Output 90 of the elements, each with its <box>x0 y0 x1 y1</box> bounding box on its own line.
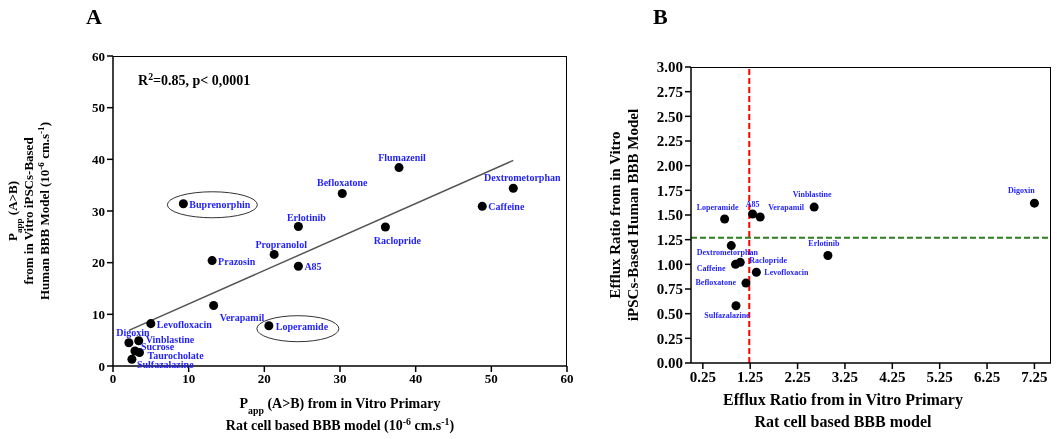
x-tick-label: 0 <box>109 371 117 387</box>
point <box>124 338 134 348</box>
y-tick-label: 20 <box>92 255 105 271</box>
annotation: R$^{2}$=0.85, p< 0,0001 <box>138 70 251 88</box>
y-tick-label: 1.25 <box>656 231 683 248</box>
point <box>477 201 487 211</box>
y-tick-label: 50 <box>92 100 105 116</box>
x-tick-label: 60 <box>560 371 574 387</box>
chart-title: A <box>86 4 102 30</box>
chart-title: B <box>653 4 668 30</box>
x-axis-title: Efflux Ratio from in Vitro Primary Rat cell based BBB model <box>723 391 963 430</box>
x-tick-label: 4.25 <box>879 368 906 385</box>
x-tick-label: 20 <box>257 371 271 387</box>
x-tick-label: 10 <box>182 371 196 387</box>
annotation: Caffeine <box>488 201 525 213</box>
y-tick-label: 30 <box>92 203 105 219</box>
point <box>293 261 303 271</box>
point <box>337 188 347 198</box>
x-tick-label: 7.25 <box>1021 368 1048 385</box>
annotation: Prazosin <box>218 255 256 267</box>
point <box>264 321 274 331</box>
point <box>380 222 390 232</box>
point <box>127 354 137 364</box>
y-tick-label: 0 <box>98 358 105 374</box>
annotation: Buprenorphin <box>189 198 251 210</box>
annotation: Propranolol <box>255 239 308 251</box>
y-axis-title: Efflux Ratio from in Vitro iPSCs-Based Human BBB Model <box>607 108 641 322</box>
annotation: Vinblastine <box>792 190 833 200</box>
y-tick-label: 40 <box>92 151 105 167</box>
point <box>731 301 741 311</box>
point <box>823 250 833 260</box>
annotation: Digoxin <box>1008 186 1036 196</box>
point <box>741 278 751 288</box>
annotation: Caffeine <box>696 264 726 274</box>
y-tick-label: 2.75 <box>656 83 683 100</box>
x-tick-label: 0.25 <box>689 368 716 385</box>
point <box>269 249 279 259</box>
annotation: Digoxin <box>116 326 150 338</box>
point <box>748 209 758 219</box>
point <box>293 221 303 232</box>
annotation: Flumazenil <box>378 151 427 163</box>
x-axis-title: P$_{app}$ (A>B) from in Vitro Primary Rat cell based BBB model (10$^{-6}$ cm.s$^{-1}$) <box>225 396 455 434</box>
point <box>209 301 219 311</box>
x-tick-label: 2.25 <box>784 368 811 385</box>
point <box>735 257 745 267</box>
point <box>1029 198 1039 208</box>
x-tick-label: 6.25 <box>973 368 1001 385</box>
annotation: Befloxatone <box>317 177 369 189</box>
y-tick-label: 0.00 <box>656 355 683 372</box>
y-tick-label: 60 <box>92 48 105 64</box>
y-tick-label: 0.25 <box>656 330 683 347</box>
annotation: Erlotinib <box>286 211 327 223</box>
annotation: Dextrometorphan <box>484 172 561 184</box>
annotation: Levofloxacin <box>764 268 809 278</box>
y-tick-label: 2.50 <box>656 108 683 125</box>
annotation: Raclopride <box>373 235 422 247</box>
annotation: A85 <box>745 200 760 210</box>
point <box>146 319 156 329</box>
annotation: A85 <box>304 261 322 273</box>
y-tick-label: 0.50 <box>656 305 683 322</box>
y-tick-label: 2.25 <box>656 133 683 150</box>
point <box>178 199 188 209</box>
x-tick-label: 5.25 <box>926 368 953 385</box>
y-tick-label: 1.00 <box>656 256 683 273</box>
point <box>809 202 819 212</box>
y-tick-label: 1.50 <box>656 207 683 224</box>
x-tick-label: 40 <box>409 371 423 387</box>
point <box>755 212 765 222</box>
annotation: Taurocholate <box>147 349 205 361</box>
point <box>394 163 404 173</box>
x-tick-label: 3.25 <box>831 368 859 385</box>
y-tick-label: 1.75 <box>656 182 683 199</box>
annotation: Befloxatone <box>695 278 737 288</box>
x-tick-label: 30 <box>333 371 347 387</box>
y-tick-label: 2.00 <box>656 157 683 174</box>
y-tick-label: 3.00 <box>656 59 683 76</box>
point <box>508 183 518 193</box>
annotation: Erlotinib <box>808 239 840 249</box>
annotation: Levofloxacin <box>156 318 213 330</box>
y-tick-label: 10 <box>92 306 105 322</box>
x-tick-label: 1.25 <box>737 368 764 385</box>
annotation: Loperamide <box>696 202 739 212</box>
point <box>207 256 217 266</box>
annotation: Verapamil <box>219 311 265 323</box>
point <box>720 214 730 224</box>
x-tick-label: 50 <box>484 371 498 387</box>
y-tick-label: 0.75 <box>656 281 683 298</box>
annotation: Loperamide <box>275 320 329 332</box>
annotation: Verapamil <box>768 202 805 212</box>
point <box>751 267 761 277</box>
